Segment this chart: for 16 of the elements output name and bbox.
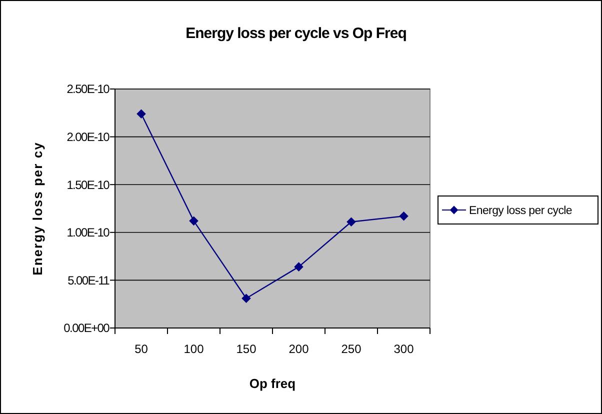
y-tick-label: 2.00E-10 bbox=[66, 130, 110, 144]
y-tick-label: 0.00E+00 bbox=[64, 321, 110, 336]
x-tick-label: 50 bbox=[134, 342, 148, 356]
chart-title: Energy loss per cycle vs Op Freq bbox=[186, 25, 407, 42]
x-tick-label: 300 bbox=[394, 342, 414, 356]
y-tick-label: 1.00E-10 bbox=[66, 226, 110, 240]
x-tick-label: 200 bbox=[288, 342, 310, 356]
x-tick-label: 250 bbox=[341, 342, 362, 356]
x-tick-label: 100 bbox=[184, 342, 204, 356]
x-tick-label: 150 bbox=[236, 342, 257, 356]
y-tick-label: 1.50E-10 bbox=[66, 178, 110, 192]
legend-label: Energy loss per cycle bbox=[469, 205, 572, 218]
y-axis-title: Energy loss per cy bbox=[30, 142, 45, 276]
y-tick-label: 5.00E-11 bbox=[68, 273, 110, 288]
y-tick-label: 2.50E-10 bbox=[66, 82, 110, 96]
x-axis-title: Op freq bbox=[249, 376, 296, 391]
